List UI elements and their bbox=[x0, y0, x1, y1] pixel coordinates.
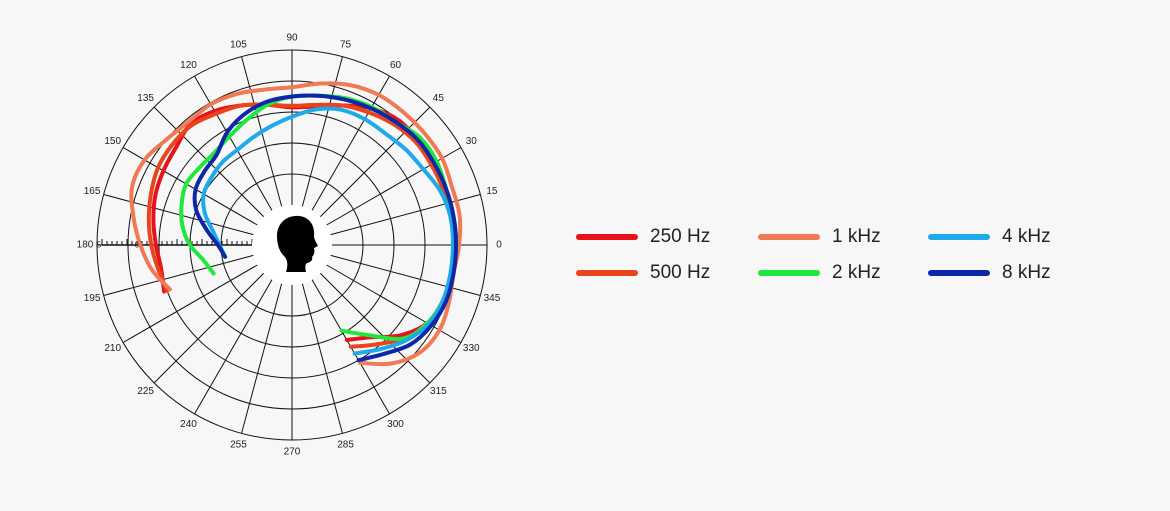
legend-swatch bbox=[758, 270, 820, 276]
grid-spoke bbox=[241, 283, 283, 434]
polar-chart: 5 0 0 15 30 45 60 75 90 105 120 135 150 165 180 195 210 2… bbox=[77, 33, 503, 458]
angle-tick-label: 270 bbox=[284, 447, 301, 458]
angle-tick-label: 180 bbox=[77, 240, 94, 251]
scale-label: 0 bbox=[135, 241, 140, 250]
grid-spoke bbox=[103, 254, 254, 296]
legend-item: 2 kHz bbox=[758, 262, 928, 284]
legend-label: 8 kHz bbox=[1002, 262, 1051, 283]
legend-swatch bbox=[576, 234, 638, 240]
grid-spoke bbox=[301, 283, 343, 434]
series-line-8-khz bbox=[192, 93, 458, 363]
grid-spoke bbox=[122, 264, 258, 343]
grid-spoke bbox=[103, 194, 254, 236]
legend: 250 Hz 1 kHz 4 kHz 500 Hz 2 kHz 8 kHz bbox=[576, 226, 1078, 284]
grid-spoke bbox=[330, 254, 481, 296]
angle-tick-label: 75 bbox=[340, 40, 352, 51]
angle-tick-label: 45 bbox=[433, 93, 445, 104]
angle-tick-label: 120 bbox=[180, 60, 197, 71]
angle-tick-label: 210 bbox=[104, 343, 121, 354]
angle-tick-labels: 5 0 0 15 30 45 60 75 90 105 120 135 150 165 180 195 210 2… bbox=[77, 33, 503, 458]
grid-spoke bbox=[326, 147, 462, 226]
grid-spoke bbox=[319, 272, 431, 384]
angle-tick-label: 135 bbox=[137, 93, 154, 104]
legend-item: 1 kHz bbox=[758, 226, 928, 248]
angle-tick-label: 225 bbox=[137, 386, 154, 397]
angle-tick-label: 0 bbox=[496, 240, 502, 251]
angle-tick-label: 15 bbox=[486, 186, 498, 197]
legend-label: 500 Hz bbox=[650, 262, 711, 283]
angle-tick-label: 60 bbox=[390, 60, 402, 71]
angle-tick-label: 330 bbox=[463, 343, 480, 354]
grid-spoke bbox=[153, 272, 265, 384]
angle-tick-label: 30 bbox=[466, 136, 478, 147]
angle-tick-label: 150 bbox=[104, 136, 121, 147]
legend-swatch bbox=[928, 270, 990, 276]
legend-swatch bbox=[928, 234, 990, 240]
legend-item: 8 kHz bbox=[928, 262, 1078, 284]
legend-label: 2 kHz bbox=[832, 262, 881, 283]
angle-tick-label: 165 bbox=[84, 186, 101, 197]
legend-label: 250 Hz bbox=[650, 226, 711, 247]
angle-tick-label: 300 bbox=[387, 419, 404, 430]
series-lines bbox=[129, 81, 463, 367]
head-silhouette-icon bbox=[252, 205, 332, 285]
angle-tick-label: 90 bbox=[286, 33, 298, 44]
legend-label: 1 kHz bbox=[832, 226, 881, 247]
legend-item: 250 Hz bbox=[576, 226, 758, 248]
grid-spoke bbox=[311, 75, 390, 211]
angle-tick-label: 255 bbox=[230, 439, 247, 450]
angle-tick-label: 105 bbox=[230, 40, 247, 51]
angle-tick-label: 345 bbox=[484, 293, 501, 304]
grid-spoke bbox=[194, 75, 273, 211]
grid-spoke bbox=[301, 56, 343, 207]
scale-label: 5 bbox=[97, 241, 102, 250]
legend-item: 500 Hz bbox=[576, 262, 758, 284]
grid-spoke bbox=[194, 279, 273, 415]
angle-tick-label: 315 bbox=[430, 386, 447, 397]
legend-swatch bbox=[758, 234, 820, 240]
legend-swatch bbox=[576, 270, 638, 276]
angle-tick-label: 285 bbox=[337, 439, 354, 450]
angle-tick-label: 195 bbox=[84, 293, 101, 304]
legend-label: 4 kHz bbox=[1002, 226, 1051, 247]
grid-spoke bbox=[153, 106, 265, 218]
grid-spoke bbox=[319, 106, 431, 218]
angle-tick-label: 240 bbox=[180, 419, 197, 430]
series-line-4-khz bbox=[201, 106, 455, 356]
legend-item: 4 kHz bbox=[928, 226, 1078, 248]
